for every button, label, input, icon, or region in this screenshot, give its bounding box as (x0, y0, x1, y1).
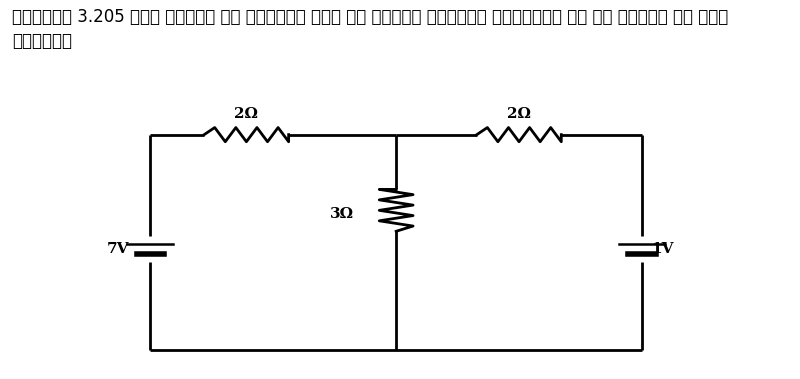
Text: 2Ω: 2Ω (507, 107, 531, 121)
Text: लगाएं।: लगाएं। (12, 32, 72, 50)
Text: 2Ω: 2Ω (234, 107, 258, 121)
Text: 7V: 7V (106, 242, 129, 256)
Text: 3Ω: 3Ω (330, 207, 354, 221)
Text: चित्रा 3.205 में दिखाए गए सर्किट में दो बैटरी द्वारा आपूर्ति की गई बिजली का पता: चित्रा 3.205 में दिखाए गए सर्किट में दो … (12, 8, 728, 25)
Text: 1V: 1V (651, 242, 674, 256)
